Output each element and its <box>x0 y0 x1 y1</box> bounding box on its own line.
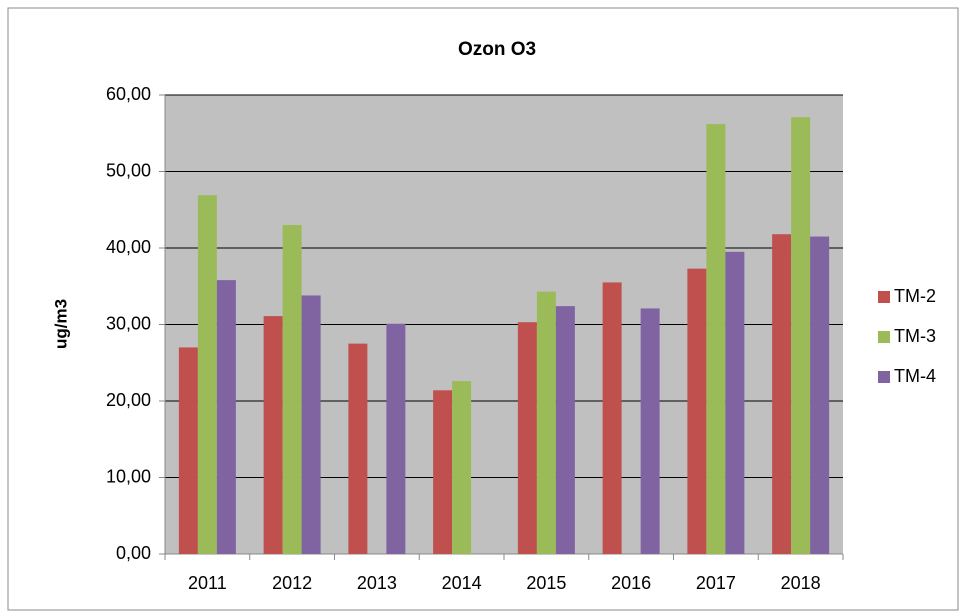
bar <box>725 251 745 554</box>
y-tick-label: 10,00 <box>106 466 151 486</box>
y-tick-label: 30,00 <box>106 313 151 333</box>
bar <box>791 117 811 554</box>
legend-label: TM-2 <box>894 286 936 306</box>
legend-swatch <box>878 291 890 303</box>
bar <box>452 381 472 554</box>
x-tick-label: 2015 <box>526 573 566 593</box>
bar <box>282 225 302 555</box>
x-tick-label: 2014 <box>442 573 482 593</box>
bar <box>216 280 236 554</box>
legend-label: TM-3 <box>894 326 936 346</box>
y-tick-label: 40,00 <box>106 237 151 257</box>
bar <box>301 295 321 554</box>
x-tick-label: 2017 <box>696 573 736 593</box>
bar <box>386 323 406 554</box>
bar <box>197 195 217 554</box>
legend-swatch <box>878 371 890 383</box>
x-tick-label: 2016 <box>611 573 651 593</box>
bar <box>536 291 556 554</box>
chart-title: Ozon O3 <box>458 39 536 60</box>
y-tick-label: 50,00 <box>106 160 151 180</box>
legend-swatch <box>878 331 890 343</box>
bar <box>772 234 792 555</box>
y-tick-label: 0,00 <box>116 543 151 563</box>
bar <box>348 343 368 554</box>
y-axis-label: ug/m3 <box>51 299 70 349</box>
bar <box>602 282 622 554</box>
bar <box>555 306 575 554</box>
x-tick-label: 2013 <box>357 573 397 593</box>
bar <box>263 316 283 554</box>
legend-label: TM-4 <box>894 366 936 386</box>
bar <box>517 322 537 554</box>
bar <box>640 308 660 554</box>
x-tick-label: 2011 <box>188 573 227 593</box>
bar <box>687 268 707 554</box>
bar <box>178 347 198 554</box>
y-tick-label: 20,00 <box>106 390 151 410</box>
x-tick-label: 2018 <box>781 573 821 593</box>
bar <box>706 124 726 554</box>
bar <box>433 390 453 554</box>
bar <box>810 236 830 554</box>
x-tick-label: 2012 <box>272 573 312 593</box>
y-tick-label: 60,00 <box>106 84 151 104</box>
